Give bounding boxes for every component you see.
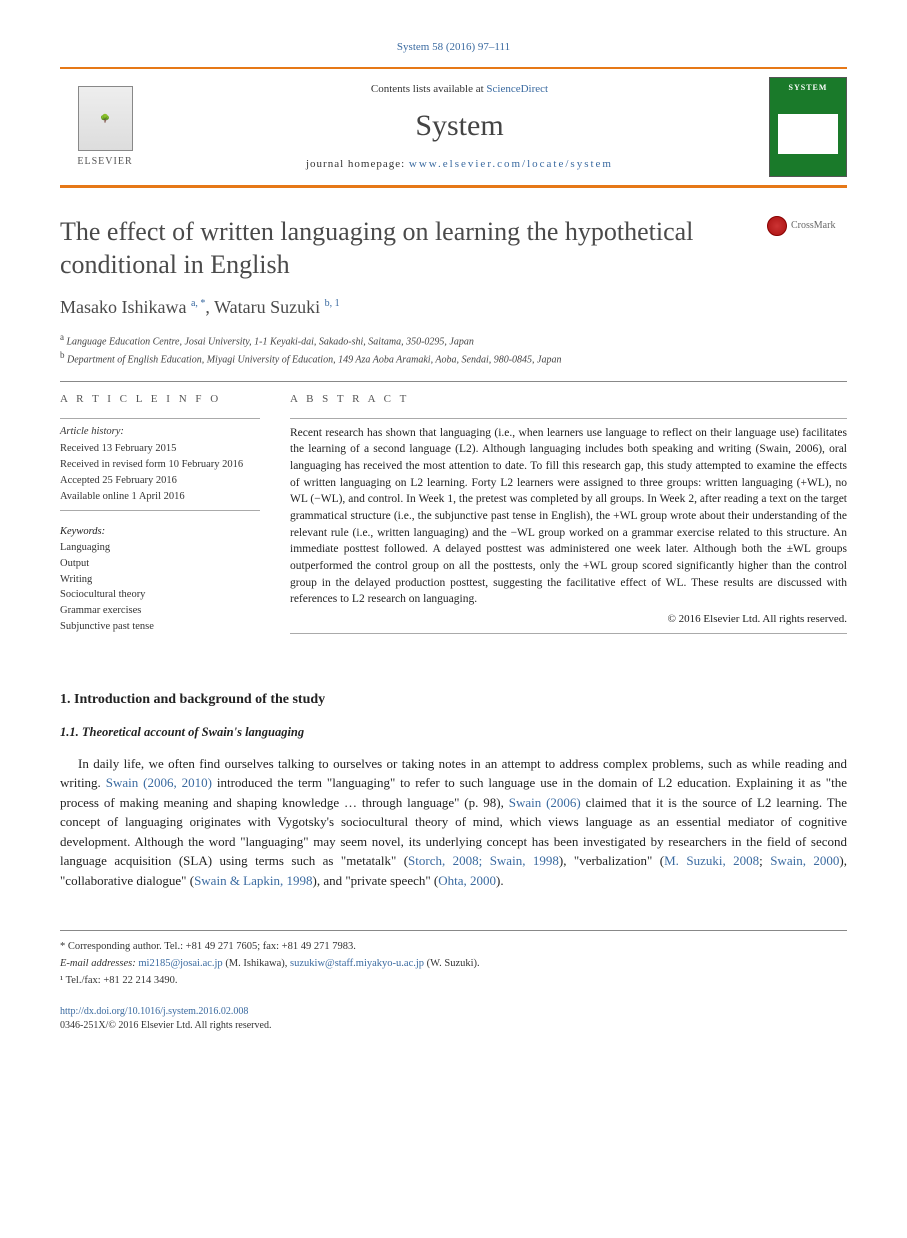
- sub-divider: [290, 633, 847, 634]
- history-block: Received 13 February 2015 Received in re…: [60, 441, 260, 504]
- corresponding-author-note: * Corresponding author. Tel.: +81 49 271…: [60, 939, 847, 956]
- email-who: (W. Suzuki).: [424, 958, 480, 969]
- affil-b-text: Department of English Education, Miyagi …: [65, 354, 562, 365]
- contents-prefix: Contents lists available at: [371, 83, 486, 95]
- author-2-affil-marker: b, 1: [325, 298, 340, 309]
- cover-map-icon: [778, 114, 838, 154]
- doi-link[interactable]: http://dx.doi.org/10.1016/j.system.2016.…: [60, 1006, 248, 1017]
- email-who: (M. Ishikawa),: [223, 958, 290, 969]
- affiliation-a: a Language Education Centre, Josai Unive…: [60, 331, 847, 349]
- keyword: Writing: [60, 572, 260, 588]
- sub-divider: [60, 510, 260, 511]
- footer: http://dx.doi.org/10.1016/j.system.2016.…: [60, 1005, 847, 1033]
- journal-header: 🌳 ELSEVIER Contents lists available at S…: [60, 67, 847, 188]
- footnotes: * Corresponding author. Tel.: +81 49 271…: [60, 930, 847, 989]
- author-1-name: Masako Ishikawa: [60, 297, 191, 317]
- citation-link[interactable]: Swain (2006, 2010): [106, 775, 212, 790]
- body-text: ;: [759, 853, 770, 868]
- body-text: ), and "private speech" (: [313, 873, 439, 888]
- history-label: Article history:: [60, 425, 260, 440]
- authors: Masako Ishikawa a, *, Wataru Suzuki b, 1: [60, 295, 847, 320]
- sub-divider: [290, 418, 847, 419]
- journal-cover-thumbnail: SYSTEM: [769, 77, 847, 177]
- keyword: Languaging: [60, 540, 260, 556]
- citation-link[interactable]: Swain, 2000: [770, 853, 839, 868]
- history-received: Received 13 February 2015: [60, 441, 260, 457]
- sub-divider: [60, 418, 260, 419]
- divider: [60, 381, 847, 382]
- article-title: The effect of written languaging on lear…: [60, 216, 767, 281]
- email-label: E-mail addresses:: [60, 958, 138, 969]
- keyword: Subjunctive past tense: [60, 619, 260, 635]
- crossmark-badge[interactable]: CrossMark: [767, 216, 847, 236]
- crossmark-icon: [767, 216, 787, 236]
- header-center: Contents lists available at ScienceDirec…: [150, 82, 769, 173]
- affil-a-text: Language Education Centre, Josai Univers…: [64, 336, 474, 347]
- intro-paragraph: In daily life, we often find ourselves t…: [60, 754, 847, 891]
- abstract-heading: A B S T R A C T: [290, 392, 847, 407]
- email-line: E-mail addresses: mi2185@josai.ac.jp (M.…: [60, 956, 847, 973]
- cover-title: SYSTEM: [789, 82, 828, 93]
- homepage-prefix: journal homepage:: [306, 158, 409, 170]
- keyword: Sociocultural theory: [60, 587, 260, 603]
- citation-link[interactable]: M. Suzuki, 2008: [664, 853, 759, 868]
- keyword: Output: [60, 556, 260, 572]
- article-info-heading: A R T I C L E I N F O: [60, 392, 260, 407]
- citation-link[interactable]: Storch, 2008; Swain, 1998: [408, 853, 559, 868]
- section-1-1-heading: 1.1. Theoretical account of Swain's lang…: [60, 724, 847, 742]
- author-sep: ,: [205, 297, 214, 317]
- history-revised: Received in revised form 10 February 201…: [60, 457, 260, 473]
- citation-link[interactable]: Swain & Lapkin, 1998: [194, 873, 312, 888]
- affiliations: a Language Education Centre, Josai Unive…: [60, 331, 847, 368]
- title-row: The effect of written languaging on lear…: [60, 216, 847, 281]
- elsevier-logo: 🌳 ELSEVIER: [60, 77, 150, 177]
- footnote-1: ¹ Tel./fax: +81 22 214 3490.: [60, 973, 847, 990]
- author-1-affil-marker: a, *: [191, 298, 205, 309]
- abstract-copyright: © 2016 Elsevier Ltd. All rights reserved…: [290, 612, 847, 627]
- section-1-heading: 1. Introduction and background of the st…: [60, 690, 847, 710]
- email-link[interactable]: suzukiw@staff.miyakyo-u.ac.jp: [290, 958, 424, 969]
- abstract-column: A B S T R A C T Recent research has show…: [290, 392, 847, 640]
- journal-reference: System 58 (2016) 97–111: [60, 40, 847, 55]
- publisher-name: ELSEVIER: [77, 155, 132, 169]
- elsevier-tree-icon: 🌳: [78, 86, 133, 151]
- homepage-line: journal homepage: www.elsevier.com/locat…: [160, 157, 759, 172]
- contents-line: Contents lists available at ScienceDirec…: [160, 82, 759, 97]
- affiliation-b: b Department of English Education, Miyag…: [60, 349, 847, 367]
- article-info-column: A R T I C L E I N F O Article history: R…: [60, 392, 260, 640]
- citation-link[interactable]: Ohta, 2000: [438, 873, 496, 888]
- email-link[interactable]: mi2185@josai.ac.jp: [138, 958, 222, 969]
- issn-copyright: 0346-251X/© 2016 Elsevier Ltd. All right…: [60, 1019, 847, 1033]
- keywords-block: Languaging Output Writing Sociocultural …: [60, 540, 260, 635]
- page-container: System 58 (2016) 97–111 🌳 ELSEVIER Conte…: [0, 0, 907, 1063]
- citation-link[interactable]: Swain (2006): [509, 795, 581, 810]
- author-2-name: Wataru Suzuki: [214, 297, 325, 317]
- keywords-label: Keywords:: [60, 525, 260, 540]
- sciencedirect-link[interactable]: ScienceDirect: [486, 83, 548, 95]
- homepage-link[interactable]: www.elsevier.com/locate/system: [409, 158, 613, 170]
- history-accepted: Accepted 25 February 2016: [60, 473, 260, 489]
- info-abstract-row: A R T I C L E I N F O Article history: R…: [60, 392, 847, 640]
- journal-name: System: [160, 105, 759, 147]
- crossmark-label: CrossMark: [791, 219, 835, 233]
- history-online: Available online 1 April 2016: [60, 489, 260, 505]
- keyword: Grammar exercises: [60, 603, 260, 619]
- body-text: ), "verbalization" (: [559, 853, 664, 868]
- abstract-text: Recent research has shown that languagin…: [290, 425, 847, 608]
- body-text: ).: [496, 873, 504, 888]
